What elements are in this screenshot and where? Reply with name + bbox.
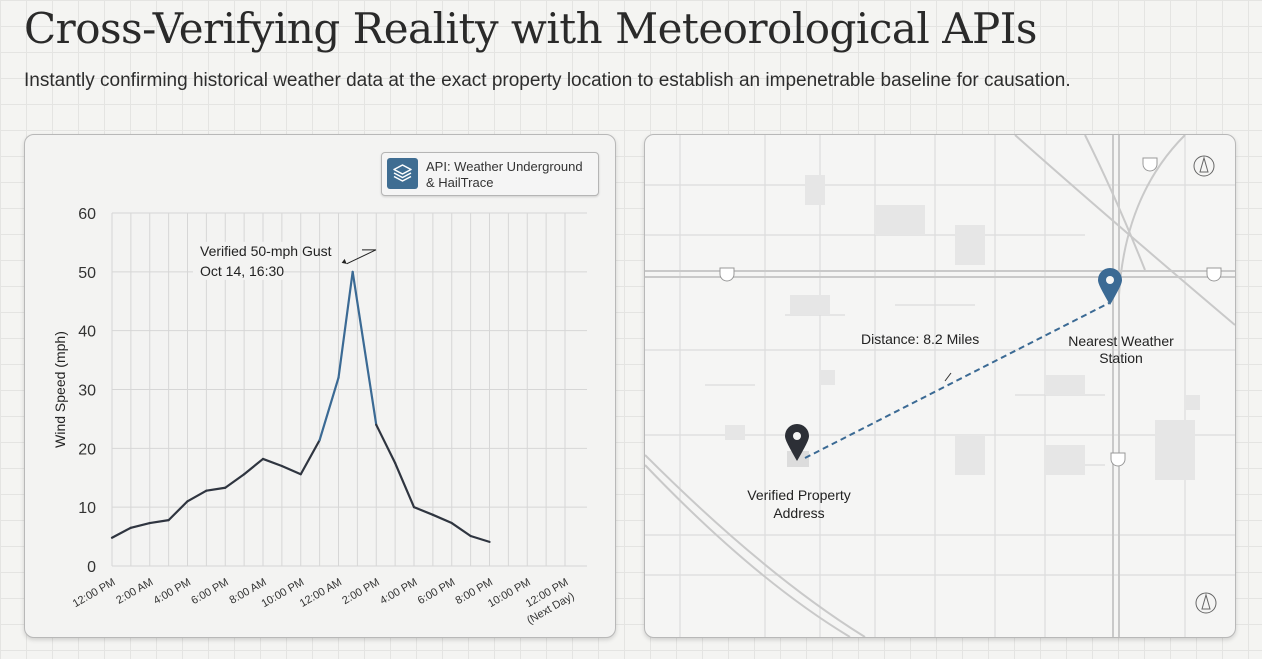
compass-icon — [1193, 155, 1217, 614]
y-tick-label: 0 — [87, 559, 96, 576]
legend-line-2: & HailTrace — [426, 175, 494, 190]
y-tick-label: 60 — [78, 206, 96, 223]
legend-line-1: API: Weather Underground — [426, 159, 583, 174]
page-title: Cross-Verifying Reality with Meteorologi… — [24, 4, 1037, 53]
street-map: Distance: 8.2 Miles Nearest Weather Stat… — [645, 135, 1235, 637]
distance-pointer — [944, 372, 952, 382]
y-tick-label: 50 — [78, 265, 96, 282]
series-segment — [205, 486, 227, 492]
x-tick-label: 10:00 PM — [259, 576, 306, 610]
series-segment — [148, 519, 170, 525]
distance-label: Distance: 8.2 Miles — [861, 331, 979, 347]
annotation-bg — [193, 241, 283, 280]
wind-chart-panel: 0 10 20 30 40 50 60 12:00 PM 2:00 AM 4:00 PM 6:00 … — [24, 134, 616, 638]
series-segment — [337, 270, 354, 379]
series-segment — [110, 526, 132, 539]
series-segment — [412, 506, 434, 516]
annotation-arrow — [346, 249, 377, 265]
series-segment — [375, 423, 397, 465]
series-segment — [261, 457, 283, 468]
property-label-2: Address — [773, 505, 824, 521]
series-segment — [394, 461, 416, 509]
series-segment — [186, 489, 208, 503]
buildings — [725, 175, 1200, 480]
highways — [645, 135, 1235, 637]
page-subtitle: Instantly confirming historical weather … — [24, 70, 1071, 91]
x-tick-label: 2:00 PM — [340, 576, 381, 607]
y-axis-label: Wind Speed (mph) — [52, 331, 68, 448]
annotation-line-2: Oct 14, 16:30 — [200, 263, 284, 279]
x-tick-label: 4:00 PM — [152, 576, 193, 607]
y-tick-label: 10 — [78, 500, 96, 517]
x-tick-label: 6:00 PM — [189, 576, 230, 607]
series-segment — [167, 500, 189, 522]
x-tick-label: 4:00 PM — [378, 576, 419, 607]
y-tick-label: 20 — [78, 441, 96, 458]
series-segment — [299, 438, 321, 476]
series-segment — [129, 521, 151, 529]
series-segment — [243, 457, 265, 476]
annotation-line-1: Verified 50-mph Gust — [200, 243, 332, 259]
highway-shield-icon — [719, 157, 1222, 467]
map-panel: Distance: 8.2 Miles Nearest Weather Stat… — [644, 134, 1236, 638]
layers-icon — [387, 158, 418, 189]
x-tick-label: 12:00 AM — [298, 576, 344, 610]
series-segment — [224, 473, 246, 489]
y-tick-label: 30 — [78, 383, 96, 400]
y-tick-label: 40 — [78, 324, 96, 341]
x-tick-label: 12:00 PM — [71, 576, 118, 610]
series-segment — [351, 270, 378, 426]
x-tick-label: 6:00 PM — [416, 576, 457, 607]
series-segment — [450, 521, 472, 538]
series-segment — [318, 376, 340, 442]
distance-route-line — [804, 302, 1110, 459]
api-source-legend: API: Weather Underground & HailTrace — [381, 152, 599, 196]
x-tick-label: 2:00 AM — [114, 576, 155, 607]
minor-streets — [645, 135, 1235, 637]
property-label-1: Verified Property — [747, 487, 851, 503]
annotation-arrowhead — [341, 258, 347, 264]
property-pin-icon — [785, 424, 809, 461]
series-segment — [431, 513, 453, 525]
series-segment — [469, 534, 491, 543]
series-segment — [280, 464, 302, 476]
station-pin-icon — [1098, 268, 1122, 305]
station-label-2: Station — [1099, 350, 1143, 366]
station-label-1: Nearest Weather — [1068, 333, 1174, 349]
